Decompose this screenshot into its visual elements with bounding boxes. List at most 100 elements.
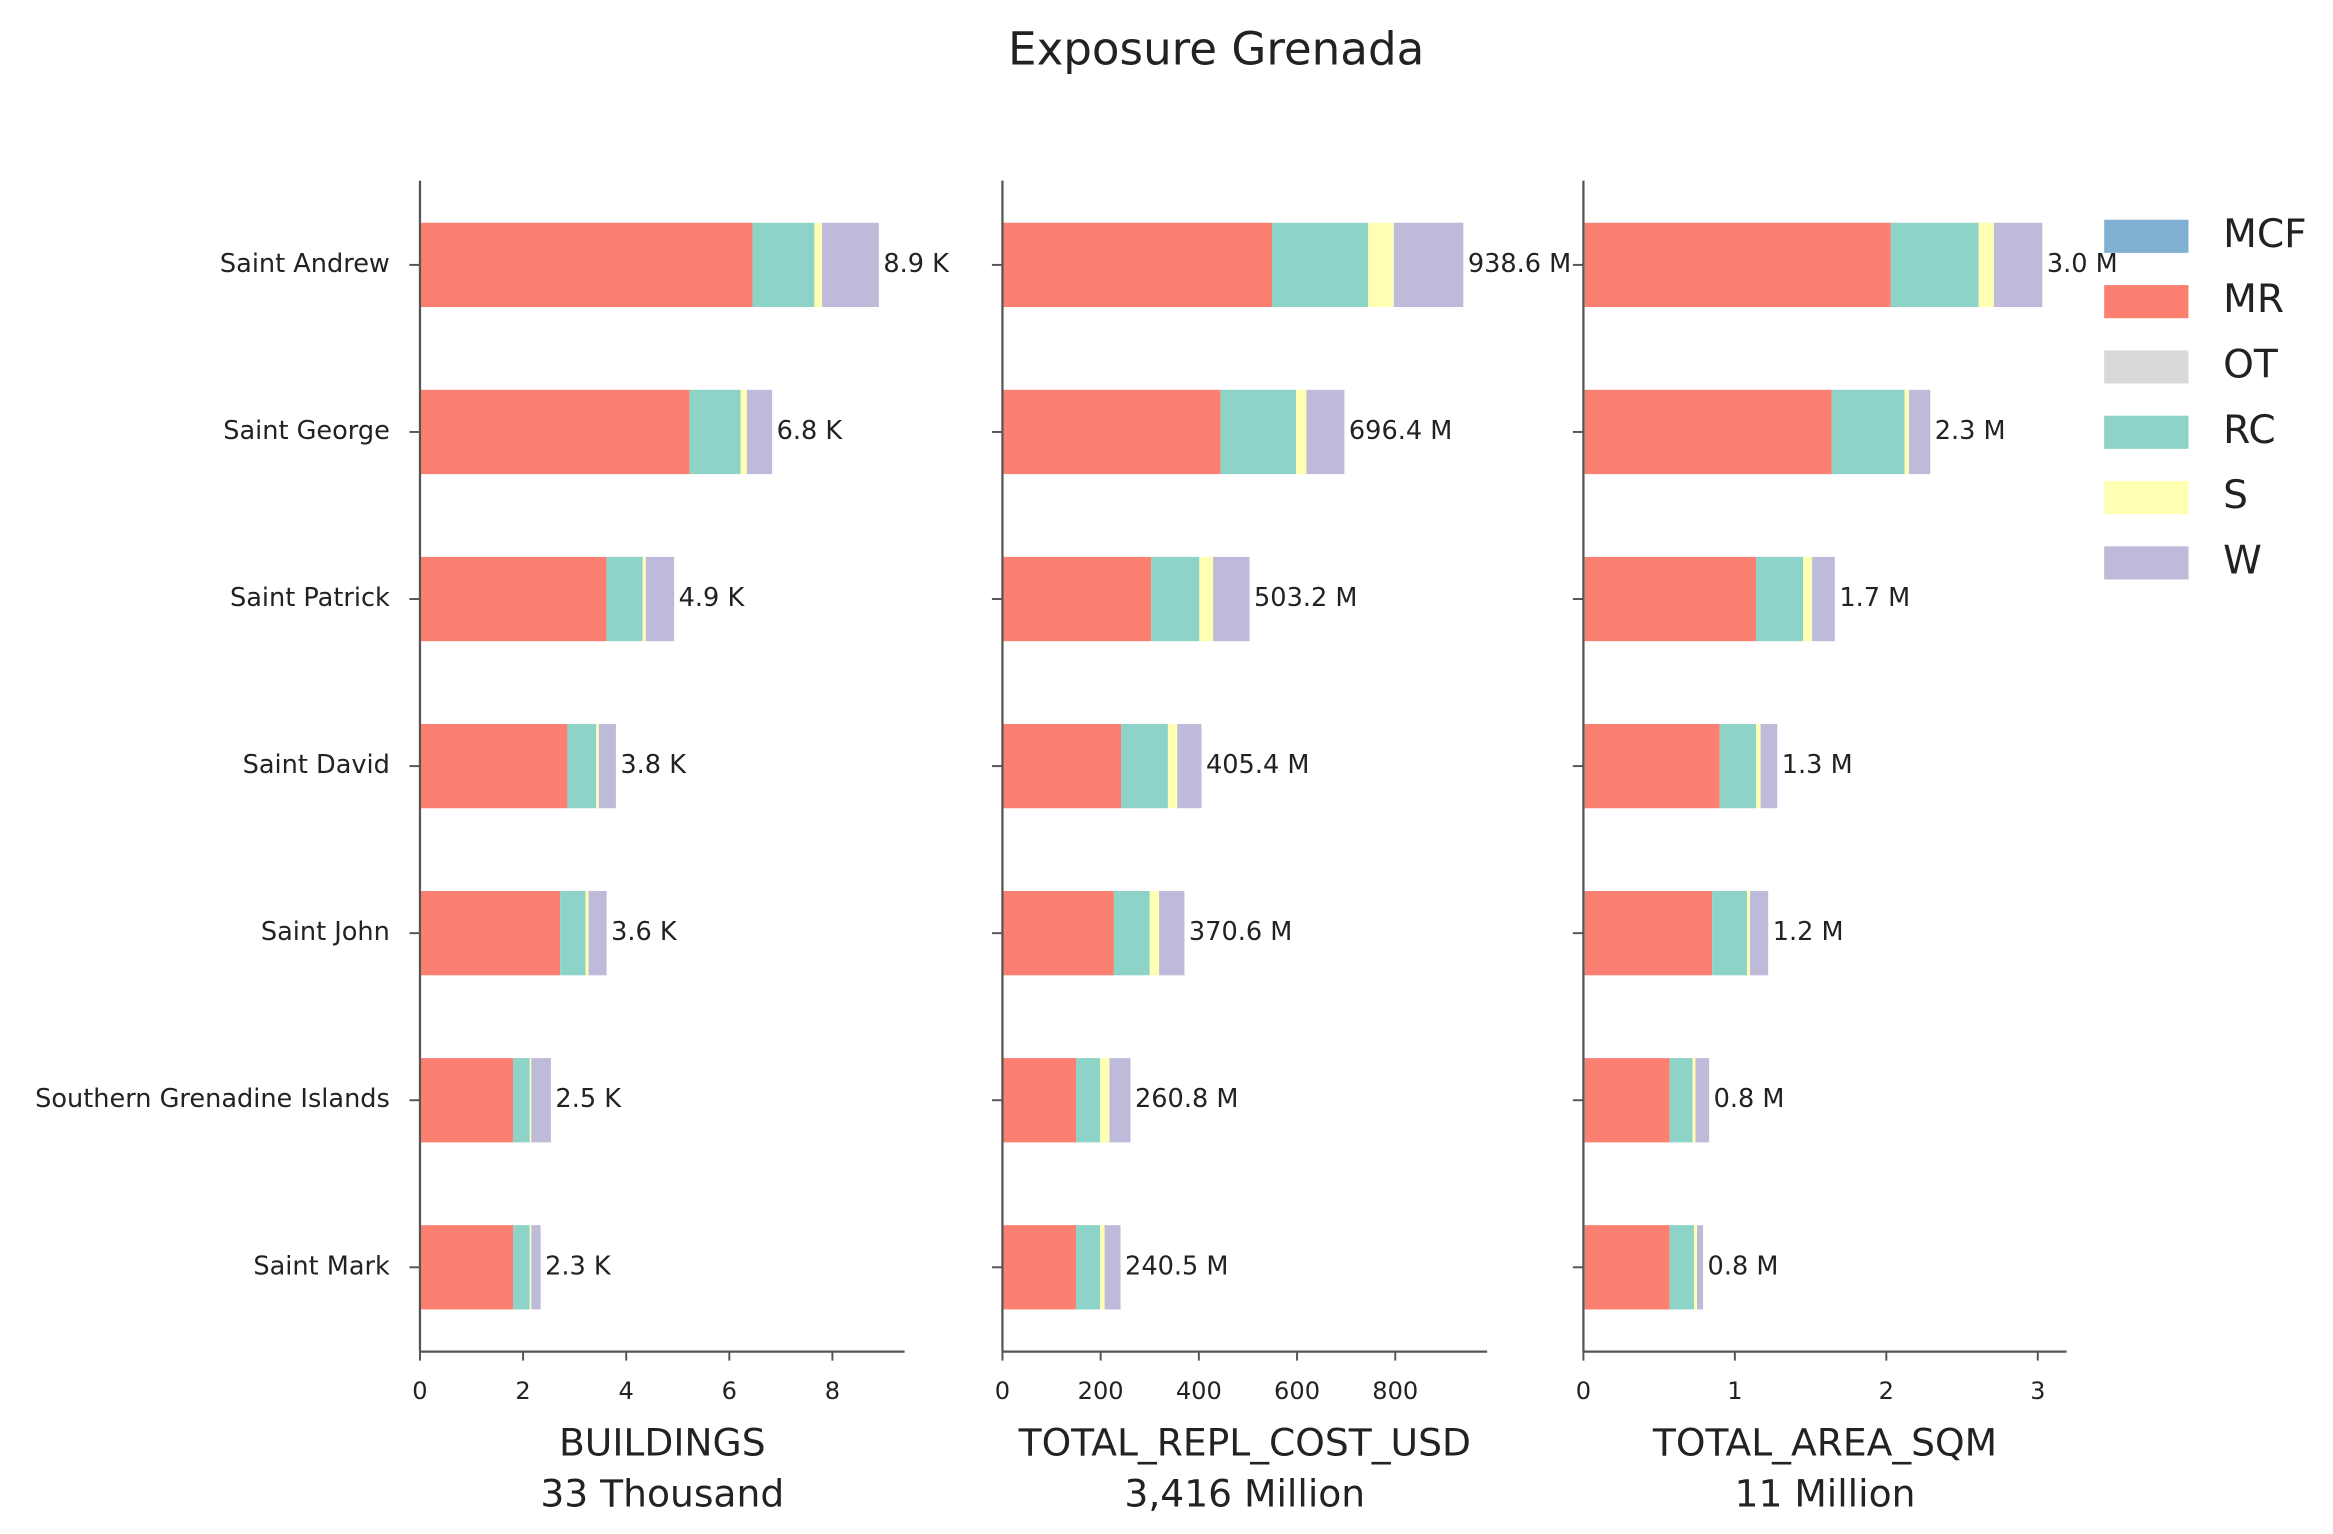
y-tick-label: Saint Patrick xyxy=(230,583,390,613)
bar-segment xyxy=(1002,1058,1077,1143)
total-label: 0.8 M xyxy=(1708,1251,1779,1281)
y-tick-label: Saint Mark xyxy=(253,1251,390,1281)
bar-segment xyxy=(1712,891,1747,976)
bar-segment xyxy=(1100,1225,1105,1310)
bar-segment xyxy=(1978,222,1994,308)
total-label: 503.2 M xyxy=(1254,583,1357,613)
bar-segment xyxy=(1213,556,1250,642)
bar-segment xyxy=(1151,556,1200,642)
bar-segment xyxy=(740,389,747,475)
total-label: 696.4 M xyxy=(1349,416,1452,446)
bar-segment xyxy=(529,1225,532,1310)
bar-segment xyxy=(1584,1058,1670,1143)
y-tick-label: Saint David xyxy=(243,750,390,780)
bar-segment xyxy=(419,222,753,308)
bar-segment xyxy=(752,222,815,308)
bar-segment xyxy=(1220,389,1297,475)
legend-swatch xyxy=(2104,350,2189,384)
x-tick-label: 600 xyxy=(1274,1377,1320,1405)
bar-segment xyxy=(1109,1058,1131,1143)
x-tick-label: 0 xyxy=(995,1377,1010,1405)
total-label: 0.8 M xyxy=(1714,1084,1785,1114)
bar-segment xyxy=(1584,556,1757,642)
bar-segment xyxy=(1909,389,1931,475)
x-tick-label: 0 xyxy=(1576,1377,1591,1405)
total-label: 3.0 M xyxy=(2047,249,2118,279)
total-label: 1.3 M xyxy=(1782,750,1853,780)
bar-segment xyxy=(1167,723,1178,809)
bar-segment xyxy=(746,389,773,475)
legend-label: RC xyxy=(2223,408,2276,453)
legend-label: W xyxy=(2223,538,2262,583)
x-axis-sublabel: 33 Thousand xyxy=(540,1472,784,1516)
bar-segment xyxy=(513,1225,530,1310)
total-label: 260.8 M xyxy=(1135,1084,1238,1114)
total-label: 1.2 M xyxy=(1773,917,1844,947)
total-label: 8.9 K xyxy=(883,249,950,279)
bar-segment xyxy=(1002,723,1122,809)
bar-segment xyxy=(1692,1058,1696,1143)
chart-title: Exposure Grenada xyxy=(1008,23,1424,76)
y-tick-label: Southern Grenadine Islands xyxy=(35,1084,390,1114)
bar-segment xyxy=(1750,891,1769,976)
bar-segment xyxy=(1993,222,2043,308)
bar-segment xyxy=(1076,1058,1101,1143)
total-label: 1.7 M xyxy=(1839,583,1910,613)
bar-segment xyxy=(1746,891,1751,976)
bar-segment xyxy=(1002,1225,1077,1310)
x-axis-label: TOTAL_AREA_SQM xyxy=(1652,1420,1997,1464)
total-label: 4.9 K xyxy=(679,583,746,613)
bar-segment xyxy=(588,891,607,976)
bar-segment xyxy=(1719,723,1757,809)
bar-segment xyxy=(1584,222,1891,308)
x-tick-label: 200 xyxy=(1078,1377,1124,1405)
bar-segment xyxy=(1669,1058,1693,1143)
bar-segment xyxy=(596,723,599,809)
bar-segment xyxy=(1296,389,1307,475)
legend-label: MCF xyxy=(2223,212,2307,257)
bar-segment xyxy=(1693,1225,1698,1310)
x-tick-label: 6 xyxy=(722,1377,737,1405)
bar-segment xyxy=(419,1058,514,1143)
total-label: 405.4 M xyxy=(1206,750,1309,780)
bar-segment xyxy=(1756,556,1804,642)
bar-segment xyxy=(645,556,675,642)
legend-swatch xyxy=(2104,285,2189,319)
y-tick-label: Saint George xyxy=(223,416,390,446)
total-label: 2.3 K xyxy=(545,1251,612,1281)
bar-segment xyxy=(1669,1225,1694,1310)
x-tick-label: 4 xyxy=(619,1377,634,1405)
bar-segment xyxy=(689,389,741,475)
bar-segment xyxy=(560,891,586,976)
bar-segment xyxy=(1159,891,1185,976)
bar-segment xyxy=(1368,222,1394,308)
legend-swatch xyxy=(2104,219,2189,253)
bar-segment xyxy=(1113,891,1150,976)
legend-swatch xyxy=(2104,546,2189,580)
bar-segment xyxy=(1002,556,1152,642)
bar-segment xyxy=(419,556,607,642)
bar-segment xyxy=(1756,723,1761,809)
bar-segment xyxy=(1890,222,1979,308)
bar-segment xyxy=(419,891,561,976)
legend-label: MR xyxy=(2223,277,2284,322)
bar-segment xyxy=(531,1058,551,1143)
x-axis-sublabel: 11 Million xyxy=(1735,1472,1916,1516)
x-axis-label: TOTAL_REPL_COST_USD xyxy=(1018,1420,1471,1464)
bar-segment xyxy=(1697,1225,1704,1310)
bar-segment xyxy=(1199,556,1214,642)
bar-segment xyxy=(1076,1225,1101,1310)
bar-segment xyxy=(419,389,690,475)
bar-segment xyxy=(1272,222,1369,308)
total-label: 938.6 M xyxy=(1468,249,1571,279)
bar-segment xyxy=(1584,389,1832,475)
bar-segment xyxy=(1803,556,1813,642)
bar-segment xyxy=(814,222,823,308)
bar-segment xyxy=(1584,1225,1670,1310)
x-tick-label: 8 xyxy=(825,1377,840,1405)
y-tick-label: Saint Andrew xyxy=(220,249,390,279)
bar-segment xyxy=(1002,389,1221,475)
bar-segment xyxy=(822,222,879,308)
x-tick-label: 2 xyxy=(515,1377,530,1405)
